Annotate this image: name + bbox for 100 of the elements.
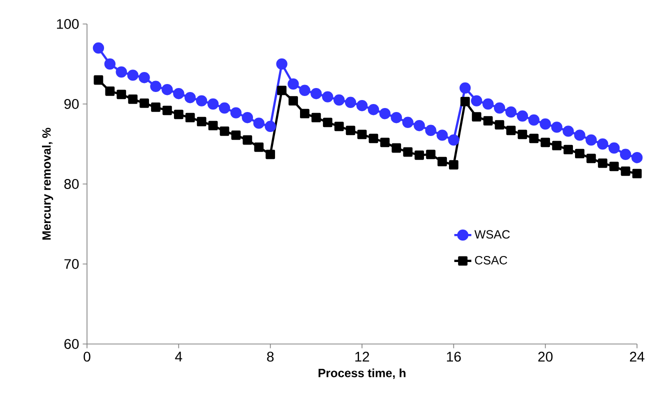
point bbox=[276, 58, 288, 70]
x-tick-label: 8 bbox=[267, 352, 274, 362]
point bbox=[128, 94, 138, 104]
point bbox=[322, 118, 332, 128]
point bbox=[196, 116, 206, 126]
x-tick-label: 4 bbox=[175, 352, 182, 362]
point bbox=[414, 120, 425, 132]
point bbox=[162, 84, 173, 96]
point bbox=[288, 78, 299, 90]
point bbox=[344, 96, 356, 108]
point bbox=[368, 134, 378, 144]
point bbox=[506, 126, 516, 136]
x-tick-label: 16 bbox=[446, 352, 461, 362]
point bbox=[403, 147, 413, 157]
point bbox=[162, 106, 172, 116]
x-tick-label: 12 bbox=[355, 352, 370, 362]
point bbox=[438, 156, 447, 166]
y-tick-label: 100 bbox=[57, 19, 79, 29]
point bbox=[254, 142, 264, 152]
point bbox=[426, 150, 436, 160]
point bbox=[390, 112, 402, 124]
point bbox=[356, 100, 368, 112]
point bbox=[609, 162, 619, 172]
point bbox=[288, 96, 298, 106]
point bbox=[425, 124, 436, 136]
point bbox=[242, 135, 252, 145]
point bbox=[196, 95, 208, 106]
point bbox=[460, 82, 471, 94]
point bbox=[277, 86, 286, 96]
point bbox=[105, 86, 115, 96]
point bbox=[140, 98, 149, 108]
point bbox=[608, 142, 620, 154]
point bbox=[528, 114, 540, 126]
point bbox=[151, 102, 160, 112]
point bbox=[552, 140, 562, 150]
point bbox=[138, 72, 150, 84]
point bbox=[598, 158, 608, 168]
y-tick-label: 90 bbox=[64, 99, 79, 109]
point bbox=[300, 108, 310, 118]
point bbox=[482, 98, 494, 110]
point bbox=[184, 92, 196, 104]
point bbox=[242, 112, 254, 124]
point bbox=[92, 42, 104, 54]
point bbox=[218, 102, 230, 114]
point bbox=[311, 112, 321, 122]
point bbox=[264, 120, 276, 132]
point bbox=[631, 152, 643, 164]
point bbox=[597, 138, 608, 150]
point bbox=[470, 95, 482, 106]
x-tick-label: 20 bbox=[538, 352, 553, 362]
point bbox=[505, 106, 517, 118]
legend-label: WSAC bbox=[474, 230, 510, 239]
point bbox=[494, 102, 506, 114]
point bbox=[253, 118, 264, 129]
point bbox=[529, 134, 539, 144]
y-tick-label: 60 bbox=[64, 339, 79, 349]
point bbox=[551, 122, 562, 133]
x-axis-title: Process time, h bbox=[318, 368, 406, 379]
point bbox=[334, 122, 344, 132]
point bbox=[266, 150, 276, 160]
point bbox=[185, 112, 195, 122]
point bbox=[402, 116, 414, 128]
point bbox=[116, 66, 127, 78]
point bbox=[562, 126, 574, 137]
point bbox=[231, 130, 241, 140]
point bbox=[220, 126, 230, 136]
point bbox=[586, 134, 597, 146]
point bbox=[460, 96, 470, 106]
y-axis-title: Mercury removal, % bbox=[42, 128, 54, 240]
point bbox=[299, 84, 310, 96]
point bbox=[207, 98, 219, 110]
point bbox=[574, 130, 586, 141]
point bbox=[620, 148, 632, 160]
x-tick-label: 24 bbox=[630, 352, 644, 362]
point bbox=[127, 70, 138, 81]
point bbox=[116, 90, 126, 100]
point bbox=[540, 138, 550, 148]
point bbox=[174, 110, 184, 120]
point bbox=[518, 130, 528, 140]
point bbox=[448, 160, 458, 170]
point bbox=[380, 138, 390, 148]
point bbox=[173, 88, 184, 100]
point bbox=[208, 120, 218, 130]
y-tick-label: 80 bbox=[64, 179, 79, 189]
point bbox=[483, 116, 493, 126]
point bbox=[575, 148, 584, 158]
point bbox=[333, 94, 345, 106]
point bbox=[516, 110, 528, 122]
point bbox=[586, 154, 596, 164]
point bbox=[620, 166, 630, 176]
point bbox=[346, 126, 356, 136]
point bbox=[94, 75, 104, 85]
point bbox=[448, 134, 460, 146]
point bbox=[357, 130, 367, 140]
point bbox=[104, 58, 116, 70]
point bbox=[368, 104, 380, 116]
point bbox=[379, 108, 391, 120]
point bbox=[150, 80, 162, 92]
point bbox=[540, 118, 551, 130]
point bbox=[322, 91, 334, 102]
